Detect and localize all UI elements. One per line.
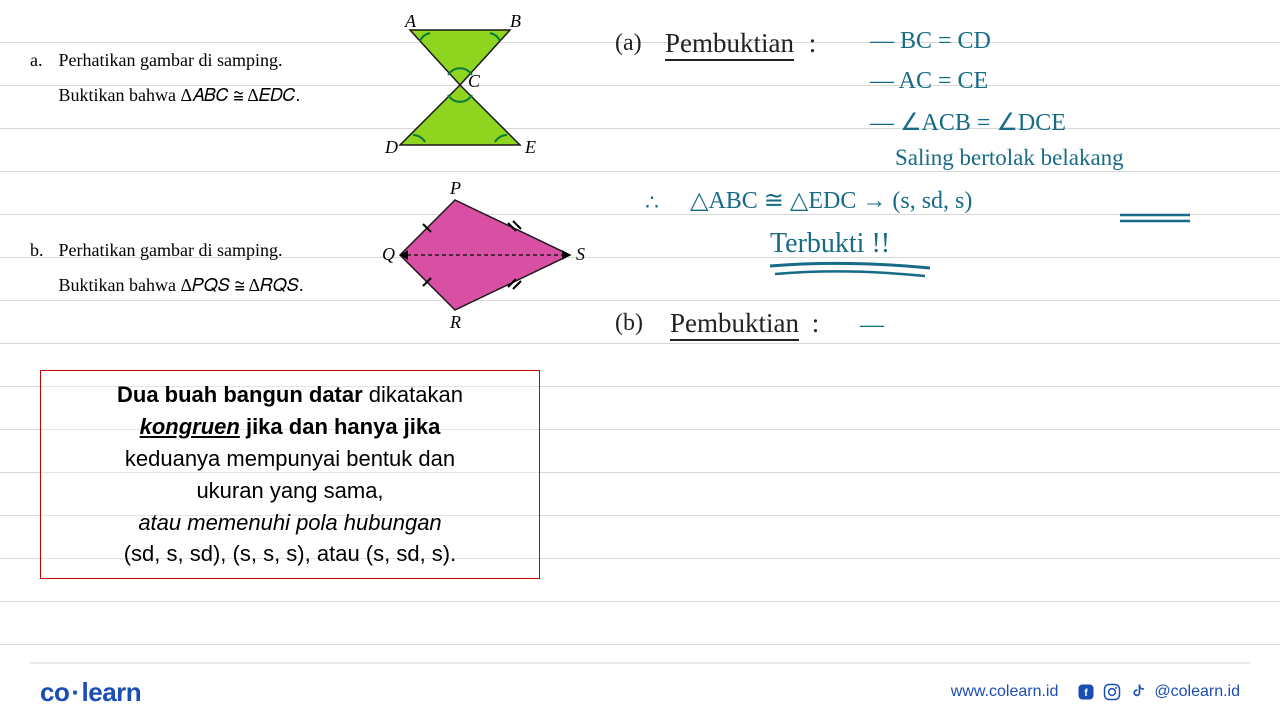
def-line6: (sd, s, sd), (s, s, s), atau (s, sd, s). <box>53 538 527 570</box>
problem-b-prefix: b. <box>30 240 54 261</box>
facebook-icon[interactable]: f <box>1076 682 1096 702</box>
hw-b-label: (b) <box>615 310 643 337</box>
hw-a-item-3: Saling bertolak belakang <box>895 145 1124 171</box>
fig-a-label-C: C <box>468 71 481 91</box>
hw-a-item-2: — ∠ACB = ∠DCE <box>870 108 1066 137</box>
hw-a-terbukti: Terbukti !! <box>770 228 890 260</box>
figure-a-svg: A B C D E <box>370 15 550 175</box>
figure-a: A B C D E <box>370 15 550 180</box>
problem-b-text: b. Perhatikan gambar di samping. Buktika… <box>30 240 303 296</box>
problem-a-prefix: a. <box>30 50 54 71</box>
fig-b-label-R: R <box>449 312 461 332</box>
left-column: a. Perhatikan gambar di samping. Buktika… <box>30 20 590 350</box>
fig-a-label-D: D <box>384 137 398 157</box>
tiktok-icon[interactable] <box>1128 682 1148 702</box>
def-line5: atau memenuhi pola hubungan <box>53 507 527 539</box>
problem-b-line2: Buktikan bahwa Δ𝑃𝑄𝑆 ≅ Δ𝑅𝑄𝑆. <box>59 275 304 295</box>
hw-b-dash: — <box>860 312 884 339</box>
def-line2: kongruen jika dan hanya jika <box>53 411 527 443</box>
hw-b-title: Pembuktian : <box>670 308 819 339</box>
problem-b: b. Perhatikan gambar di samping. Buktika… <box>30 190 590 350</box>
fig-a-label-A: A <box>404 15 417 31</box>
fig-b-label-P: P <box>449 180 461 198</box>
fig-a-label-B: B <box>510 15 521 31</box>
double-underline-icon <box>1120 212 1200 227</box>
hw-a-item-1: — AC = CE <box>870 68 988 95</box>
hw-a-item-0: — BC = CD <box>870 28 991 55</box>
footer-url[interactable]: www.colearn.id <box>951 683 1059 701</box>
instagram-icon[interactable] <box>1102 682 1122 702</box>
social-icons: f @colearn.id <box>1076 682 1240 702</box>
terbukti-underline-icon <box>765 260 945 282</box>
figure-b-svg: P Q R S <box>370 180 590 340</box>
def-line4: ukuran yang sama, <box>53 475 527 507</box>
problem-a: a. Perhatikan gambar di samping. Buktika… <box>30 20 590 180</box>
fig-b-label-S: S <box>576 244 585 264</box>
brand-logo: co·learn <box>40 677 141 708</box>
hw-a-therefore: ∴ <box>645 190 659 216</box>
def-line3: keduanya mempunyai bentuk dan <box>53 443 527 475</box>
fig-a-label-E: E <box>524 137 536 157</box>
fig-b-label-Q: Q <box>382 244 395 264</box>
definition-box: Dua buah bangun datar dikatakan kongruen… <box>40 370 540 579</box>
hw-a-title: Pembuktian : <box>665 28 816 59</box>
problem-b-line1: Perhatikan gambar di samping. <box>59 240 283 260</box>
footer: co·learn www.colearn.id f @colearn.id <box>0 664 1280 720</box>
problem-a-text: a. Perhatikan gambar di samping. Buktika… <box>30 50 300 106</box>
hw-a-label: (a) <box>615 30 642 57</box>
problem-a-line1: Perhatikan gambar di samping. <box>59 50 283 70</box>
footer-handle[interactable]: @colearn.id <box>1154 683 1240 701</box>
problem-a-line2: Buktikan bahwa Δ𝐴𝐵𝐶 ≅ Δ𝐸𝐷𝐶. <box>59 85 301 105</box>
svg-text:f: f <box>1085 687 1089 699</box>
figure-b: P Q R S <box>370 180 590 345</box>
hw-a-conclusion: △ABC ≅ △EDC → (s, sd, s) <box>690 186 972 215</box>
footer-right: www.colearn.id f @colearn.id <box>951 682 1240 702</box>
def-line1: Dua buah bangun datar dikatakan <box>53 379 527 411</box>
